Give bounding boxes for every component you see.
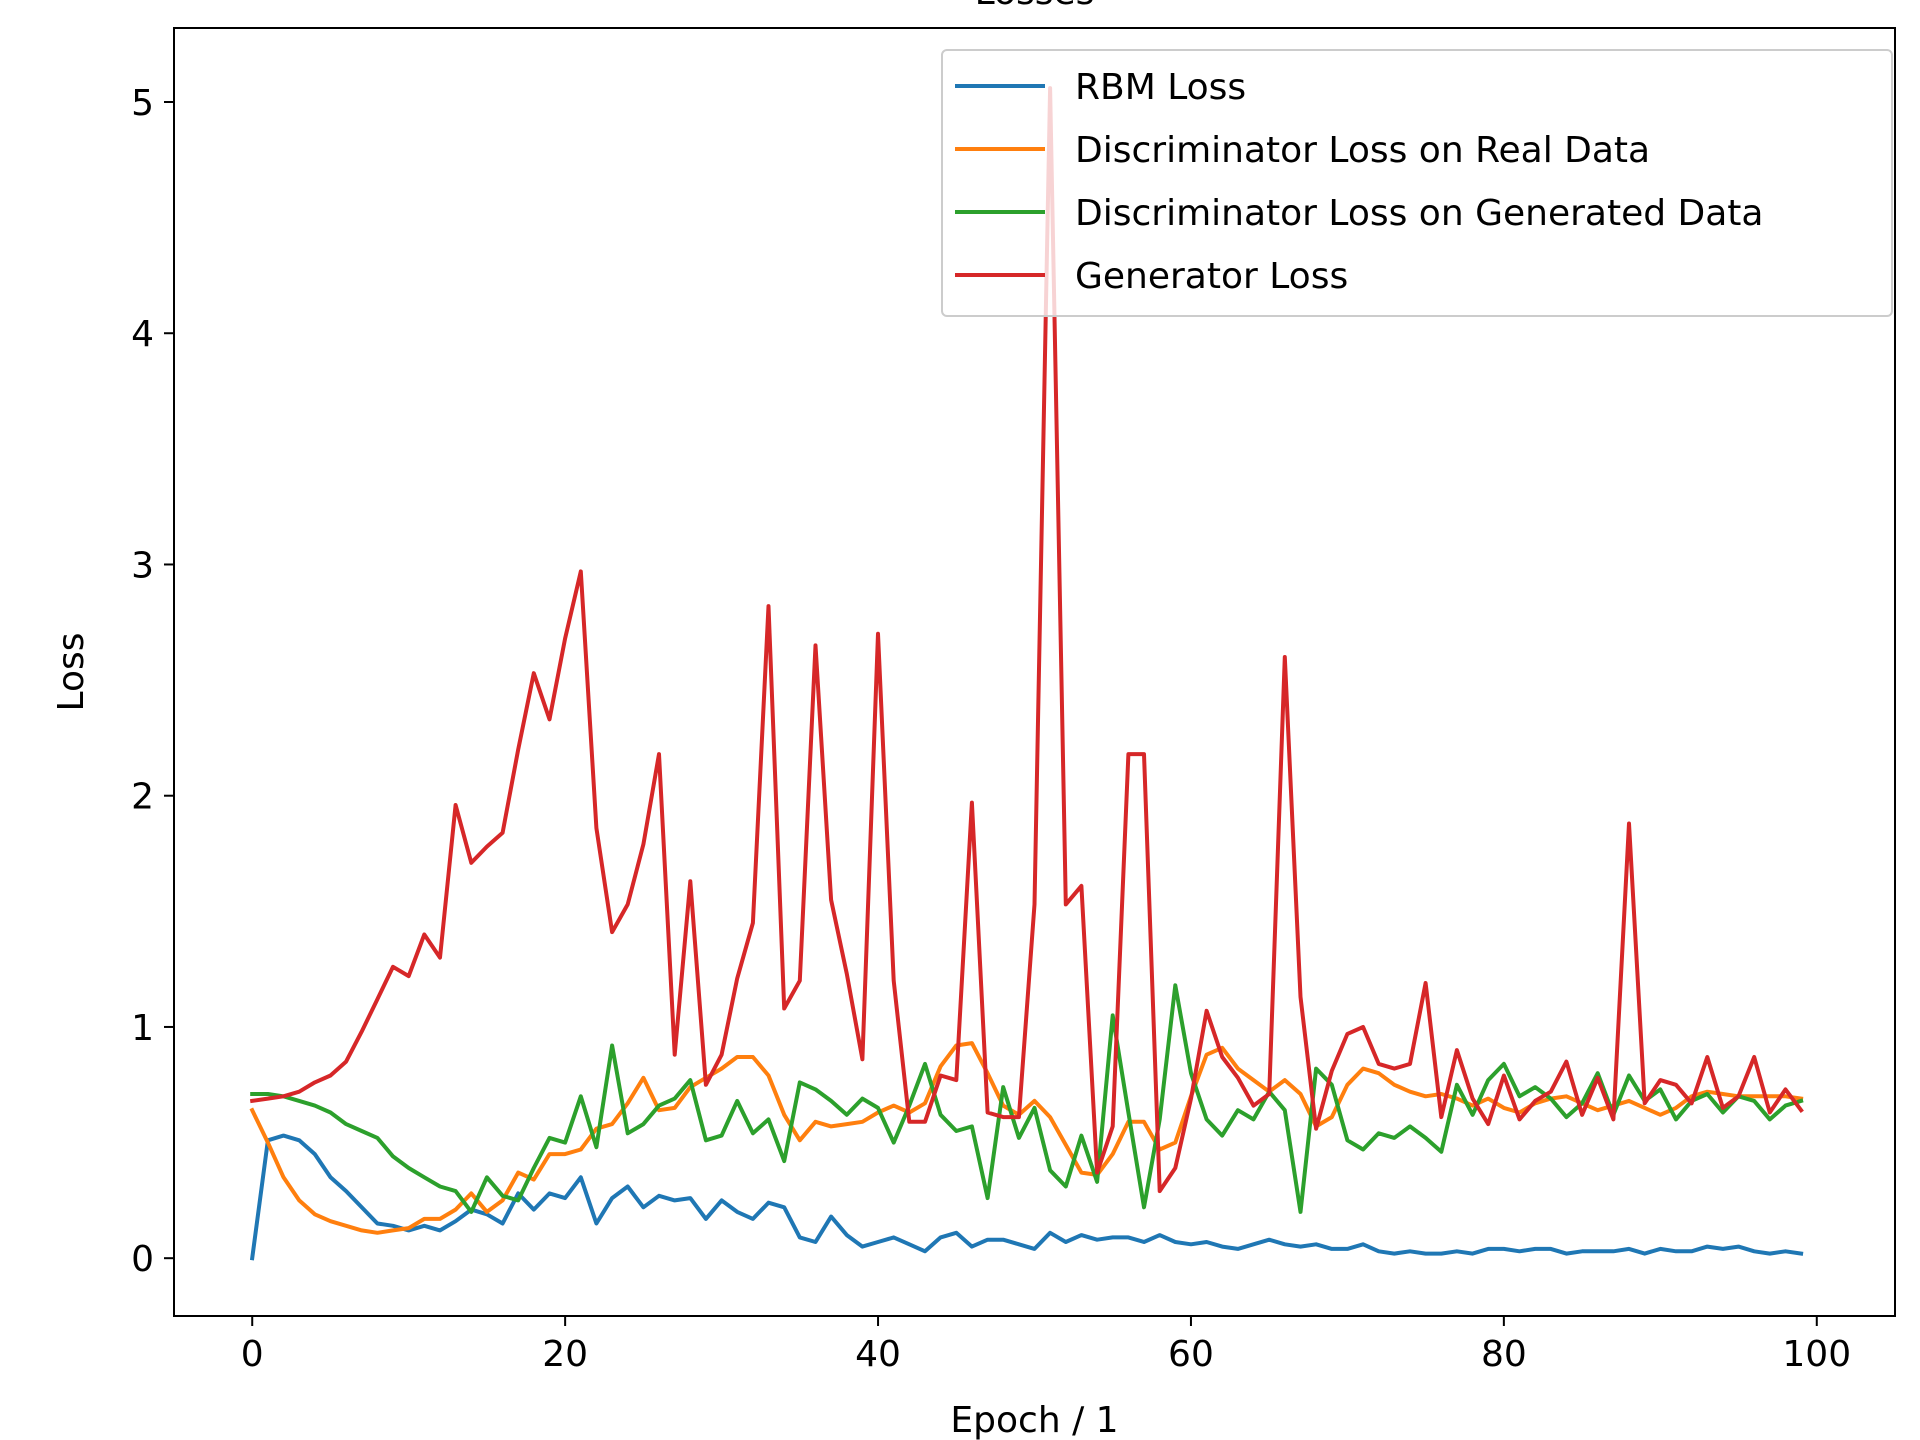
y-tick-label: 1: [131, 1008, 154, 1049]
series-line-3: [250, 983, 1804, 1214]
series-line-1: [249, 1133, 1804, 1261]
y-tick-label: 5: [131, 83, 154, 124]
axis-ticks: 0 20 40 60 80 100 0 1 2 3 4 5: [131, 83, 1851, 1375]
x-tick-label: 60: [1168, 1334, 1214, 1375]
x-tick-label: 0: [241, 1334, 264, 1375]
y-tick-label: 2: [131, 777, 154, 818]
legend-label: Generator Loss: [1075, 256, 1348, 297]
x-tick-label: 80: [1481, 1334, 1527, 1375]
x-tick-label: 40: [855, 1334, 901, 1375]
y-axis-label: Loss: [51, 633, 92, 712]
legend-label: Discriminator Loss on Generated Data: [1075, 193, 1763, 234]
legend: RBM Loss Discriminator Loss on Real Data D…: [941, 49, 1893, 317]
y-tick-label: 0: [131, 1239, 154, 1280]
axes-frame: [173, 27, 1896, 1317]
legend-box: [941, 49, 1893, 317]
x-tick-label: 20: [542, 1334, 588, 1375]
legend-label: Discriminator Loss on Real Data: [1075, 130, 1650, 171]
legend-label: RBM Loss: [1075, 67, 1246, 108]
y-tick-label: 3: [131, 545, 154, 586]
series-lines: [249, 86, 1804, 1261]
series-line-4: [249, 86, 1804, 1194]
y-tick-label: 4: [131, 314, 154, 355]
x-tick-label: 100: [1782, 1334, 1851, 1375]
series-line-2: [249, 1041, 1804, 1235]
chart-title: Losses: [975, 0, 1095, 13]
x-axis-label: Epoch / 1: [950, 1400, 1118, 1440]
